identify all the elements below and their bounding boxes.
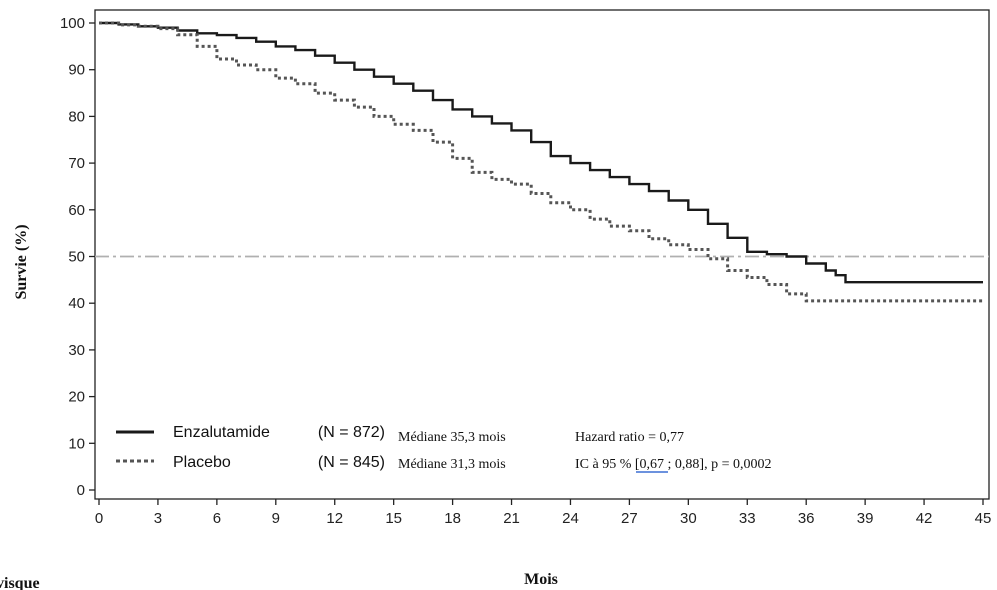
y-tick-label: 60 [68,202,85,219]
x-tick-label: 15 [385,510,402,527]
y-tick-label: 30 [68,342,85,359]
y-tick-label: 80 [68,108,85,125]
x-tick-label: 39 [857,510,874,527]
x-tick-label: 33 [739,510,756,527]
x-tick-label: 45 [975,510,992,527]
y-tick-label: 100 [60,15,85,32]
confidence-interval-annotation: IC à 95 % [0,67 ; 0,88], p = 0,0002 [575,457,772,472]
legend-label-placebo: Placebo [173,454,231,471]
series-layer [99,21,983,303]
y-tick-label: 40 [68,295,85,312]
legend-n-placebo: (N = 845) [318,454,385,471]
legend: Enzalutamide (N = 872) Médiane 35,3 mois… [116,424,772,473]
y-tick-label: 90 [68,62,85,79]
x-tick-label: 42 [916,510,933,527]
x-tick-label: 6 [213,510,221,527]
y-tick-label: 0 [77,482,85,499]
corner-text-fragment: visque [0,575,40,590]
y-tick-label: 20 [68,389,85,406]
series-line-enzalutamide [99,21,983,284]
series-line-placebo [99,21,983,303]
x-tick-label: 36 [798,510,815,527]
x-tick-label: 0 [95,510,103,527]
hazard-ratio-annotation: Hazard ratio = 0,77 [575,430,684,445]
legend-n-enzalutamide: (N = 872) [318,424,385,441]
x-axis-title: Mois [524,571,558,588]
x-axis: 0 3 6 9 12 15 18 21 24 27 30 33 36 39 42 45 [95,499,992,527]
legend-median-enzalutamide: Médiane 35,3 mois [398,430,506,445]
x-tick-label: 18 [444,510,461,527]
legend-label-enzalutamide: Enzalutamide [173,424,270,441]
y-tick-label: 10 [68,435,85,452]
legend-median-placebo: Médiane 31,3 mois [398,457,506,472]
x-tick-label: 30 [680,510,697,527]
y-tick-label: 50 [68,249,85,266]
y-axis: 0 10 20 30 40 50 60 70 80 90 100 [60,15,95,499]
y-axis-title: Survie (%) [13,224,30,299]
x-tick-label: 21 [503,510,520,527]
x-tick-label: 12 [326,510,343,527]
x-tick-label: 3 [154,510,162,527]
y-tick-label: 70 [68,155,85,172]
x-tick-label: 24 [562,510,579,527]
x-tick-label: 27 [621,510,638,527]
x-tick-label: 9 [272,510,280,527]
plot-frame [94,9,990,500]
